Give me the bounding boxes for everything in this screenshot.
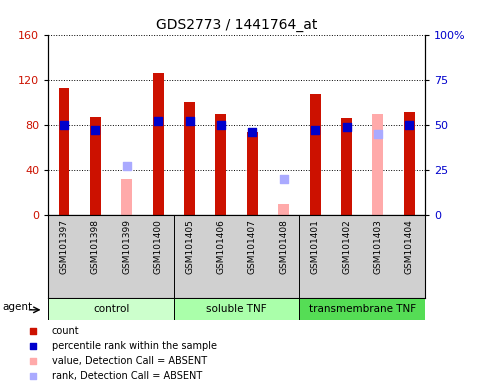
Bar [299,298,425,320]
Point [123,163,130,169]
Text: GSM101404: GSM101404 [405,219,414,274]
Text: GSM101405: GSM101405 [185,219,194,274]
Point [406,122,413,128]
Bar [215,114,227,215]
Bar [153,73,164,215]
Point [280,176,288,182]
Point [186,118,194,124]
Text: GSM101400: GSM101400 [154,219,163,274]
Bar [174,298,299,320]
Bar [310,94,321,215]
Text: GSM101401: GSM101401 [311,219,320,274]
Bar [247,132,258,215]
Point [249,129,256,135]
Text: soluble TNF: soluble TNF [206,304,267,314]
Text: percentile rank within the sample: percentile rank within the sample [52,341,217,351]
Text: GSM101402: GSM101402 [342,219,351,274]
Text: rank, Detection Call = ABSENT: rank, Detection Call = ABSENT [52,371,202,381]
Bar [372,114,384,215]
Title: GDS2773 / 1441764_at: GDS2773 / 1441764_at [156,18,317,32]
Point [60,122,68,128]
Point [92,127,99,133]
Bar [404,113,415,215]
Text: control: control [93,304,129,314]
Bar [278,204,289,215]
Text: GSM101399: GSM101399 [122,219,131,274]
Text: GSM101397: GSM101397 [59,219,69,274]
Text: value, Detection Call = ABSENT: value, Detection Call = ABSENT [52,356,207,366]
Text: agent: agent [2,301,32,311]
Text: GSM101398: GSM101398 [91,219,100,274]
Bar [121,179,132,215]
Text: GSM101408: GSM101408 [279,219,288,274]
Point [374,131,382,137]
Bar [341,118,352,215]
Bar [48,298,174,320]
Point [155,118,162,124]
Point [29,358,37,364]
Point [29,373,37,379]
Bar [184,102,195,215]
Point [29,328,37,334]
Bar [90,117,101,215]
Text: GSM101403: GSM101403 [373,219,383,274]
Bar [58,88,70,215]
Text: transmembrane TNF: transmembrane TNF [309,304,416,314]
Text: GSM101407: GSM101407 [248,219,257,274]
Point [29,343,37,349]
Point [312,127,319,133]
Point [343,124,351,130]
Point [217,122,225,128]
Text: GSM101406: GSM101406 [216,219,226,274]
Text: count: count [52,326,79,336]
